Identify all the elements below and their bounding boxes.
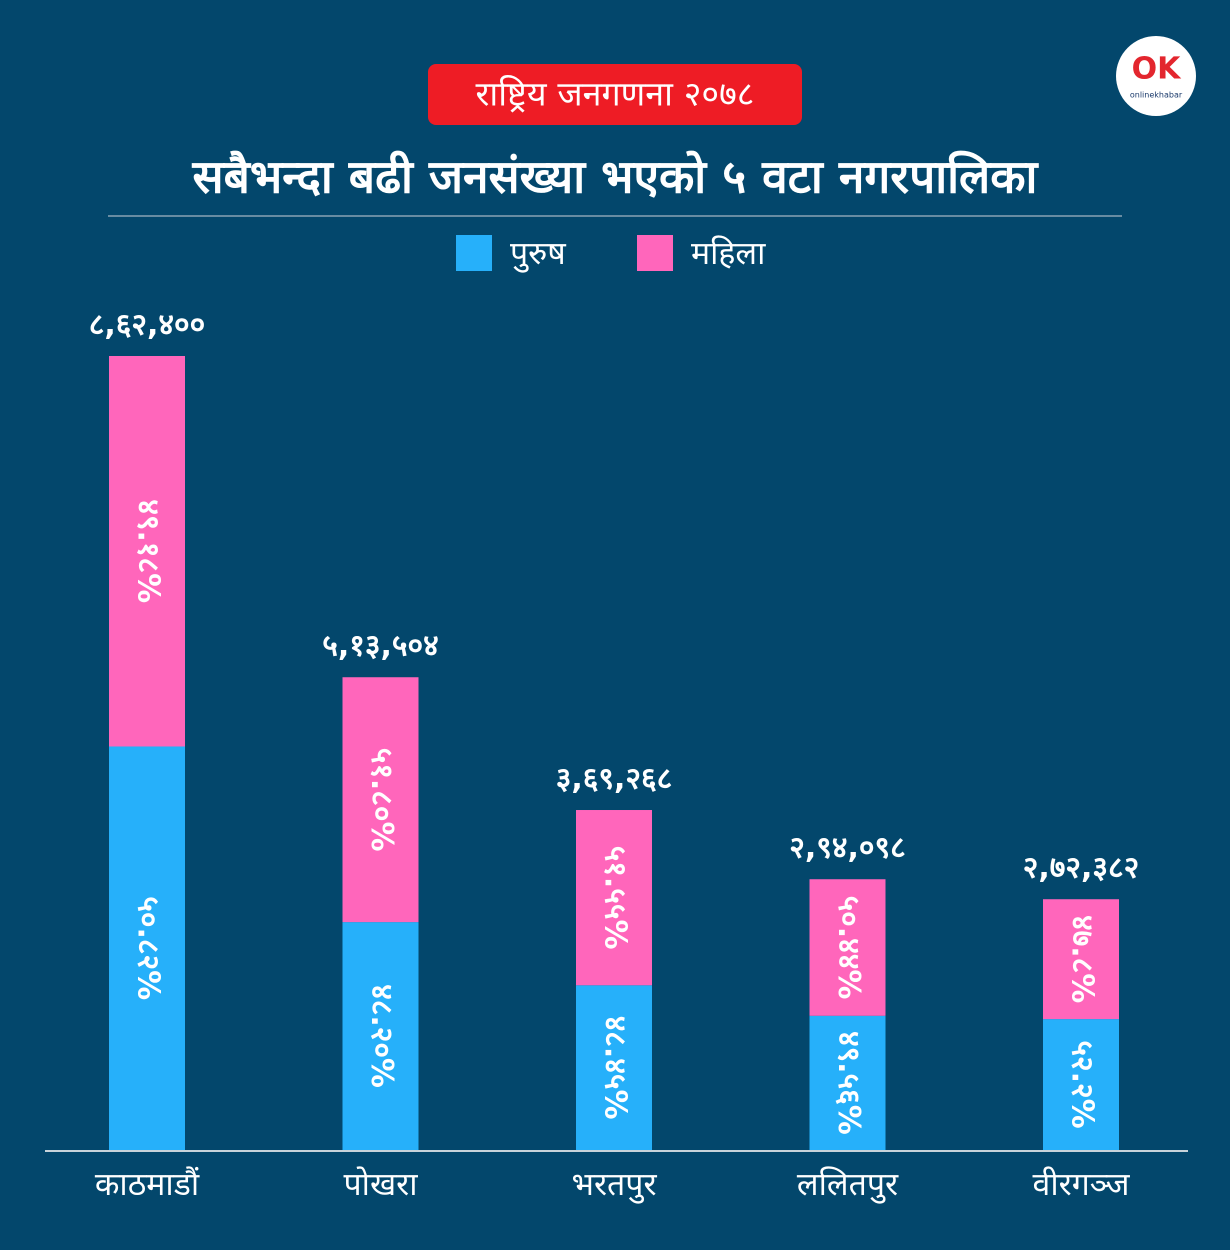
segment-label: ४८.४५% <box>598 1016 633 1120</box>
bar-segment <box>1043 899 1119 1020</box>
bar-segment <box>342 677 419 923</box>
total-label: ५,१३,५०४ <box>322 629 438 664</box>
chart-title: सबैभन्दा बढी जनसंख्या भएको ५ वटा नगरपालि… <box>192 150 1040 204</box>
legend-swatch <box>456 235 492 271</box>
logo: OK onlinekhabar <box>1116 36 1196 116</box>
bar-segment <box>342 922 419 1150</box>
segment-label: ४९.१८% <box>131 499 166 603</box>
bar-segment <box>109 746 185 1150</box>
segment-label: ५२.२% <box>1065 1040 1100 1128</box>
logo-mark: OK <box>1132 52 1183 87</box>
x-tick-label: ललितपुर <box>797 1165 899 1204</box>
legend-swatch <box>637 235 673 271</box>
badge-box <box>428 64 802 125</box>
bar-segment <box>1043 1019 1119 1150</box>
logo-name: onlinekhabar <box>1130 91 1183 100</box>
segment-label: ५१.८०% <box>364 748 399 852</box>
x-tick-label: वीरगञ्ज <box>1033 1165 1131 1203</box>
x-tick-label: भरतपुर <box>571 1165 657 1204</box>
bar-segment <box>576 985 652 1150</box>
segment-label: ४८.२०% <box>364 984 399 1088</box>
bar-segment <box>809 1015 886 1150</box>
legend-label: पुरुष <box>510 234 566 273</box>
logo-circle <box>1116 36 1196 116</box>
total-label: ८,६२,४०० <box>89 308 205 343</box>
segment-label: ४७.८% <box>1065 915 1100 1003</box>
segment-label: ५१.५५% <box>598 846 633 950</box>
total-label: २,७२,३८२ <box>1023 851 1139 886</box>
total-label: २,९४,०९८ <box>789 831 905 866</box>
bar-segment <box>109 356 185 747</box>
badge: राष्ट्रिय जनगणना २०७८ <box>476 75 755 115</box>
x-tick-label: पोखरा <box>343 1165 418 1203</box>
legend-label: महिला <box>691 234 766 272</box>
segment-label: ५०.८२% <box>131 896 166 1000</box>
bar-segment <box>576 810 652 986</box>
total-label: ३,६९,२६८ <box>556 762 672 797</box>
segment-label: ५०.४४% <box>831 896 866 1000</box>
segment-label: ४९.५६% <box>831 1031 866 1135</box>
bar-segment <box>809 879 886 1016</box>
x-tick-label: काठमाडौं <box>95 1165 200 1203</box>
